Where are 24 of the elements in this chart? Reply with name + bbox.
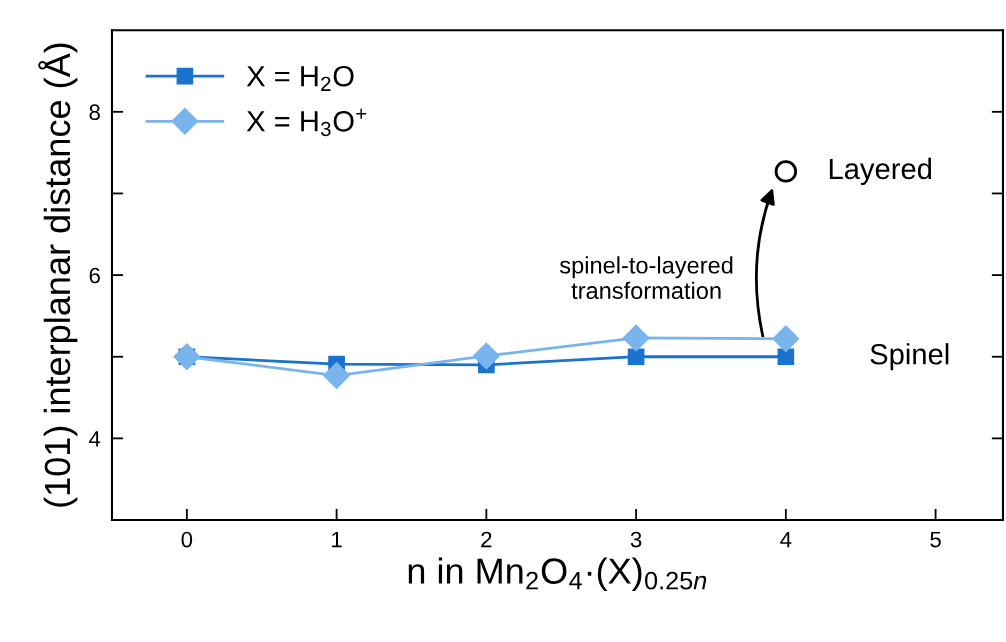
point <box>173 343 201 371</box>
y-tick-label: 6 <box>89 267 100 284</box>
x-axis-title: n in Mn$_{2}$O$_{4}$·(X)$_{0.25n}$ <box>408 557 707 592</box>
point <box>472 342 500 370</box>
x-tick-label: 2 <box>481 531 492 548</box>
point <box>777 348 795 366</box>
point <box>772 325 800 353</box>
x-tick-label: 1 <box>332 531 342 548</box>
y-axis-title: (101) interplanar distance (Å) <box>38 43 78 507</box>
series-label: Layered <box>829 157 932 186</box>
point <box>622 324 650 352</box>
legend-label: X = H$_{2}$O <box>246 65 354 91</box>
annotation: Spinel <box>870 343 949 371</box>
point <box>323 362 351 389</box>
y-tick-label: 8 <box>89 104 100 121</box>
x-tick-label: 5 <box>930 531 941 548</box>
point <box>627 348 645 366</box>
annotation: spinel-to-layered transformation <box>559 256 733 300</box>
x-tick-label: 0 <box>181 531 193 548</box>
x-tick-label: 4 <box>780 531 792 548</box>
legend-label: X = H$_{3}$O$^{+}$ <box>246 108 367 137</box>
y-tick-label: 4 <box>89 431 101 447</box>
x-tick-label: 3 <box>630 531 642 548</box>
point <box>774 160 798 183</box>
